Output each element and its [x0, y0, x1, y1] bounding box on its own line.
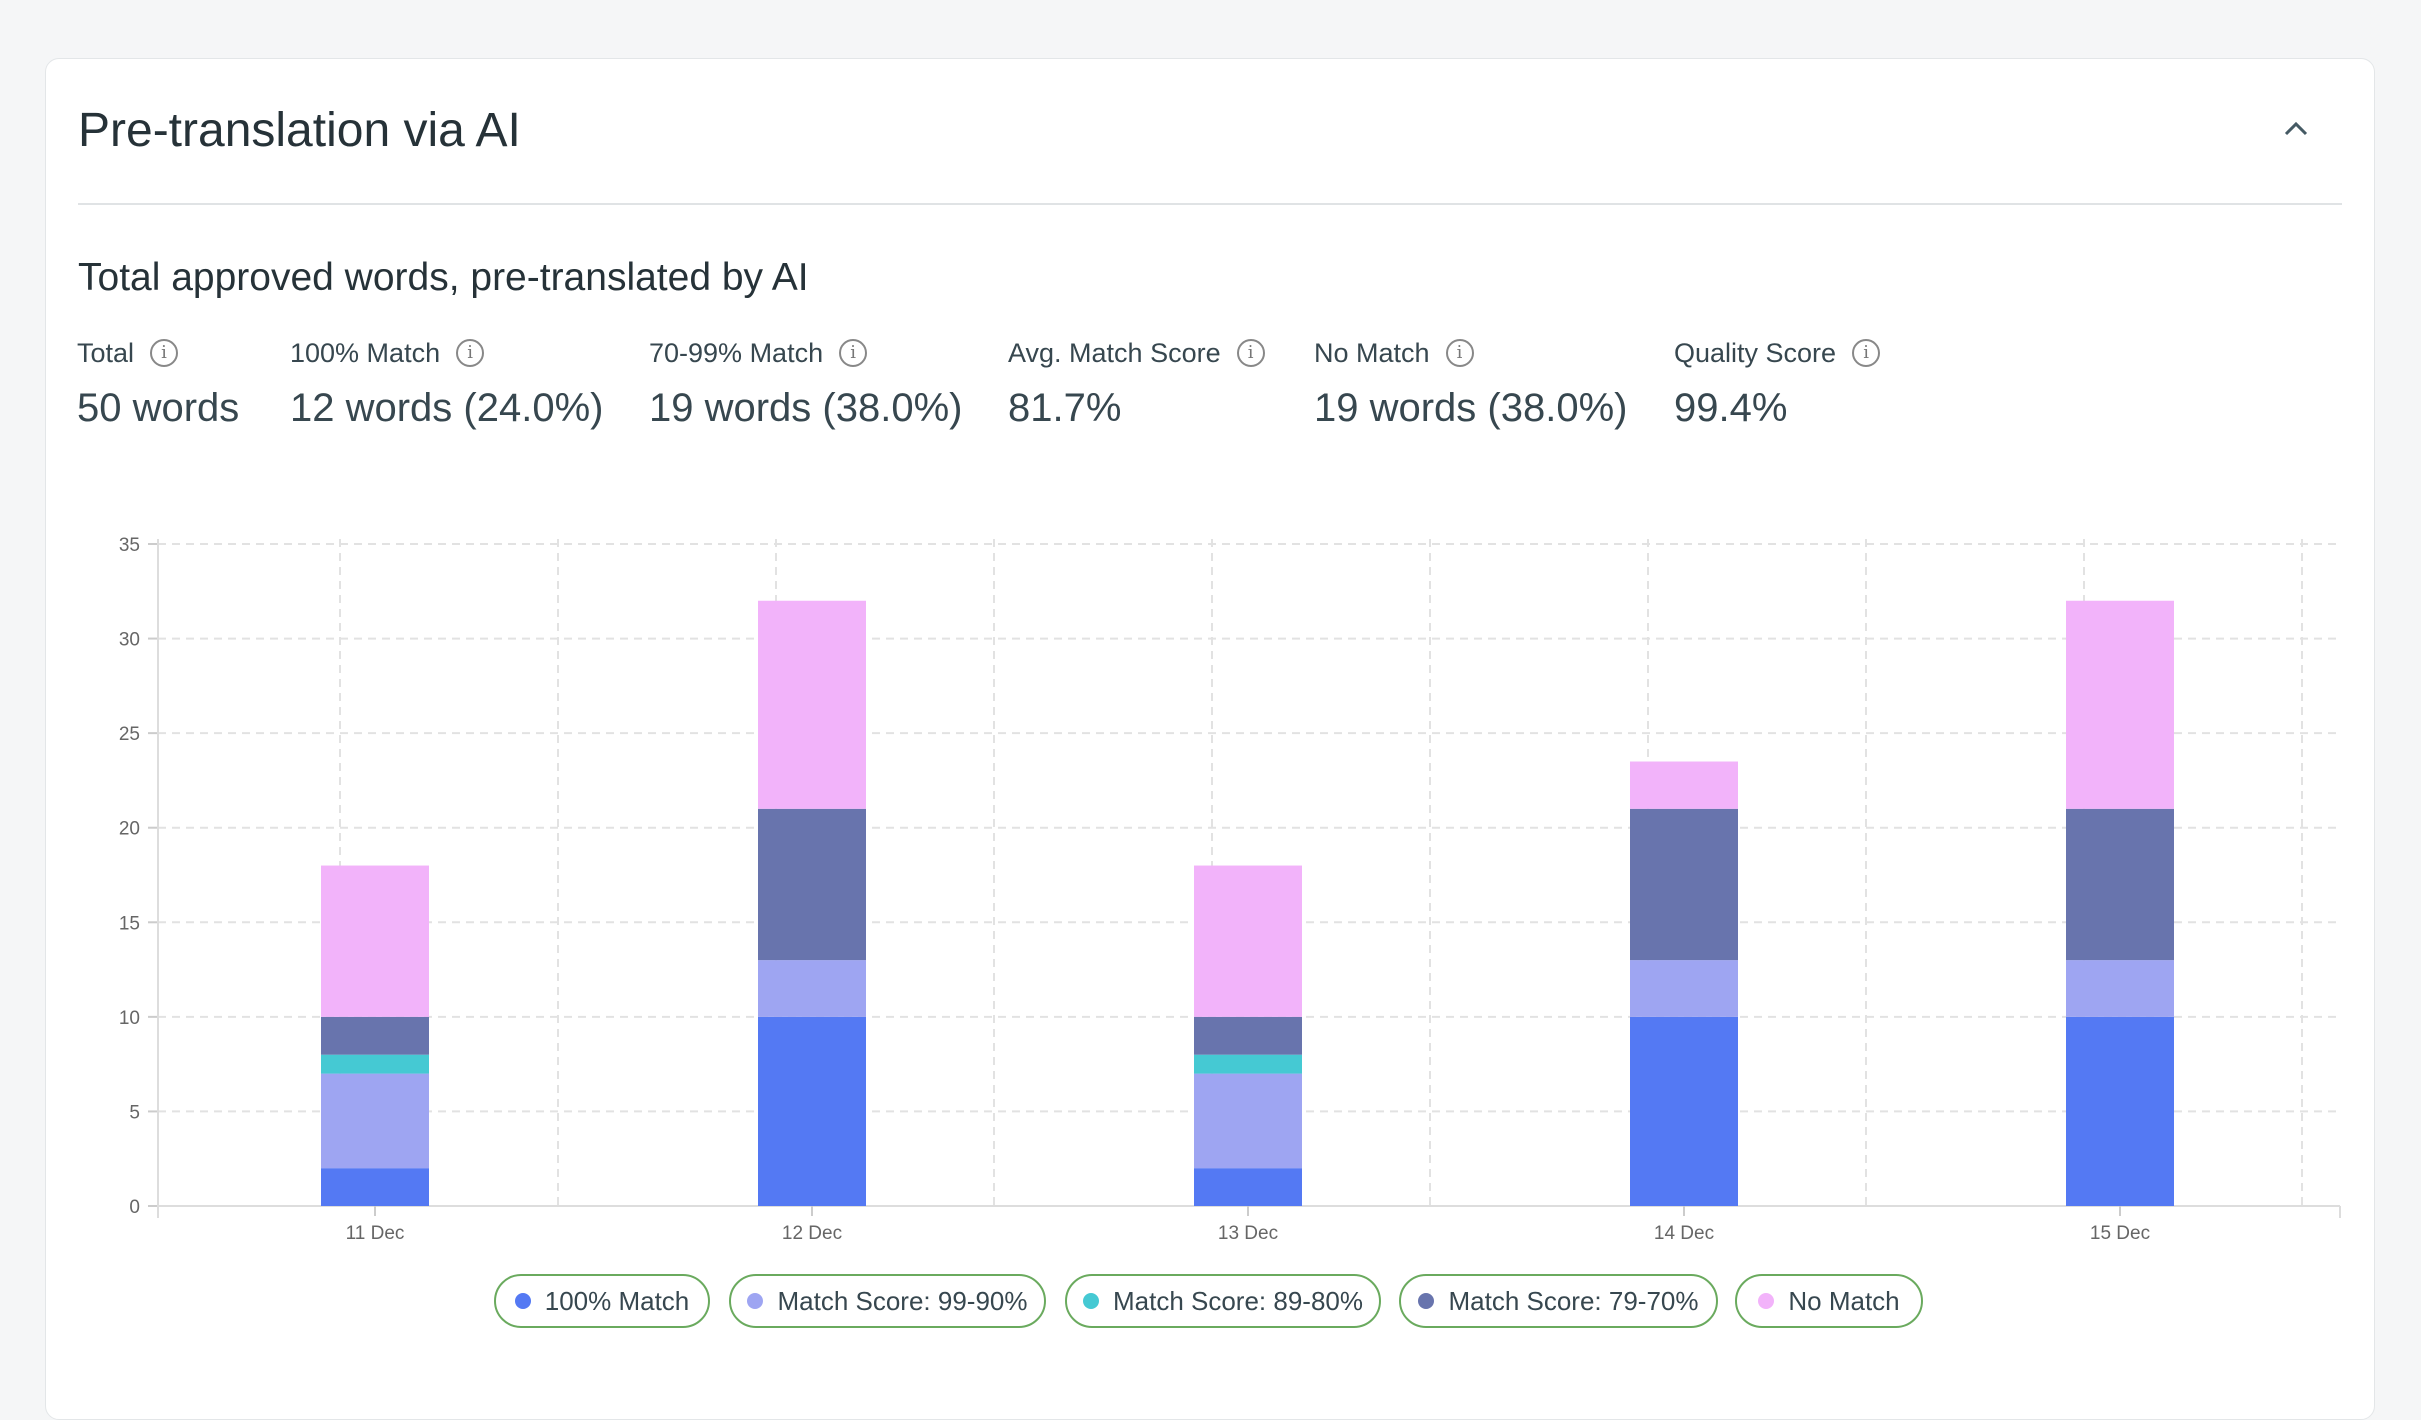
x-tick-label: 13 Dec — [1218, 1223, 1278, 1244]
bar-segment-100-match — [758, 1016, 866, 1206]
y-tick-label: 35 — [119, 535, 140, 556]
legend-dot-icon — [514, 1293, 531, 1309]
bar-segment-no-match — [1194, 865, 1302, 1017]
stat-label: Quality Score — [1674, 338, 1837, 368]
y-tick-label: 30 — [119, 630, 140, 651]
info-icon[interactable]: i — [1445, 339, 1474, 367]
info-icon[interactable]: i — [456, 339, 485, 367]
legend-dot-icon — [747, 1293, 764, 1309]
legend-item-match-score-99-90-[interactable]: Match Score: 99-90% — [729, 1274, 1046, 1328]
bar-segment-match-score-79-70- — [1630, 808, 1738, 961]
bar-segment-no-match — [321, 865, 429, 1017]
legend-item-100-match[interactable]: 100% Match — [494, 1274, 710, 1328]
bar-segment-no-match — [2066, 600, 2174, 809]
y-tick-label: 5 — [129, 1102, 140, 1123]
stat-value: 19 words (38.0%) — [1314, 386, 1628, 430]
x-tick-label: 15 Dec — [2090, 1223, 2150, 1244]
stat-value: 50 words — [77, 386, 240, 430]
bar-segment-no-match — [758, 600, 866, 809]
legend-dot-icon — [1418, 1293, 1435, 1309]
stat-label: 100% Match — [290, 338, 441, 368]
bar-segment-match-score-79-70- — [1194, 1016, 1302, 1055]
stacked-bar-chart: 0 5 10 15 20 25 30 35 11 Dec 12 Dec 13 Dec 14 Dec 15… — [119, 535, 2341, 1244]
legend-label: 100% Match — [544, 1285, 690, 1316]
legend-item-match-score-89-80-[interactable]: Match Score: 89-80% — [1065, 1274, 1381, 1328]
stat-label: Total — [77, 338, 135, 368]
bar-segment-match-score-79-70- — [758, 808, 866, 961]
stat-label: 70-99% Match — [649, 338, 824, 368]
chevron-up-icon[interactable] — [2276, 109, 2316, 149]
bar-segment-match-score-79-70- — [2066, 808, 2174, 961]
stat-value: 81.7% — [1008, 386, 1122, 430]
legend-label: Match Score: 79-70% — [1448, 1285, 1699, 1316]
stat-label: Avg. Match Score — [1008, 338, 1221, 368]
stat-value: 99.4% — [1674, 386, 1788, 430]
x-tick-label: 12 Dec — [782, 1223, 842, 1244]
y-tick-label: 20 — [119, 819, 140, 840]
x-tick-label: 14 Dec — [1654, 1223, 1714, 1244]
stat-no-match: No Match i 19 words (38.0%) — [1314, 335, 1627, 431]
stat-avg-match-score: Avg. Match Score i 81.7% — [1008, 335, 1265, 431]
legend-item-match-score-79-70-[interactable]: Match Score: 79-70% — [1399, 1274, 1718, 1328]
legend-label: No Match — [1788, 1285, 1900, 1316]
stat-quality-score: Quality Score i 99.4% — [1674, 335, 1881, 431]
bar-segment-100-match — [2066, 1016, 2174, 1206]
stat-70-99-match: 70-99% Match i 19 words (38.0%) — [649, 335, 962, 431]
stat-total: Total i 50 words — [77, 335, 239, 431]
info-icon[interactable]: i — [150, 339, 179, 367]
y-tick-label: 10 — [119, 1008, 140, 1029]
info-icon[interactable]: i — [1236, 339, 1265, 367]
info-icon[interactable]: i — [839, 339, 868, 367]
bar-segment-100-match — [321, 1168, 429, 1206]
bar-segment-match-score-99-90- — [1194, 1073, 1302, 1169]
section-title: Pre-translation via AI — [78, 104, 521, 157]
bar-segment-match-score-99-90- — [758, 960, 866, 1017]
y-tick-label: 15 — [119, 913, 140, 934]
stat-value: 19 words (38.0%) — [649, 386, 963, 430]
legend-dot-icon — [1082, 1293, 1099, 1309]
bar-segment-match-score-89-80- — [1194, 1054, 1302, 1074]
legend-label: Match Score: 99-90% — [777, 1285, 1028, 1316]
x-tick-label: 11 Dec — [346, 1223, 405, 1244]
legend-item-no-match[interactable]: No Match — [1735, 1274, 1923, 1328]
bar-segment-100-match — [1630, 1016, 1738, 1206]
stat-value: 12 words (24.0%) — [290, 386, 604, 430]
chart-subtitle: Total approved words, pre-translated by … — [78, 256, 809, 299]
y-tick-label: 25 — [119, 724, 140, 745]
legend-label: Match Score: 89-80% — [1112, 1285, 1363, 1316]
bar-segment-100-match — [1194, 1168, 1302, 1206]
stat-label: No Match — [1314, 338, 1430, 368]
bar-segment-no-match — [1630, 761, 1738, 809]
bar-segment-match-score-79-70- — [321, 1016, 429, 1055]
divider — [78, 203, 2342, 205]
stat-100-match: 100% Match i 12 words (24.0%) — [290, 335, 603, 431]
info-icon[interactable]: i — [1852, 339, 1881, 367]
legend-dot-icon — [1758, 1293, 1775, 1309]
bar-segment-match-score-99-90- — [321, 1073, 429, 1169]
bar-segment-match-score-99-90- — [2066, 960, 2174, 1017]
chart-legend: 100% Match Match Score: 99-90% Match Score… — [0, 1274, 2421, 1332]
bar-segment-match-score-89-80- — [321, 1054, 429, 1074]
bar-segment-match-score-99-90- — [1630, 960, 1738, 1017]
y-tick-label: 0 — [129, 1197, 140, 1218]
